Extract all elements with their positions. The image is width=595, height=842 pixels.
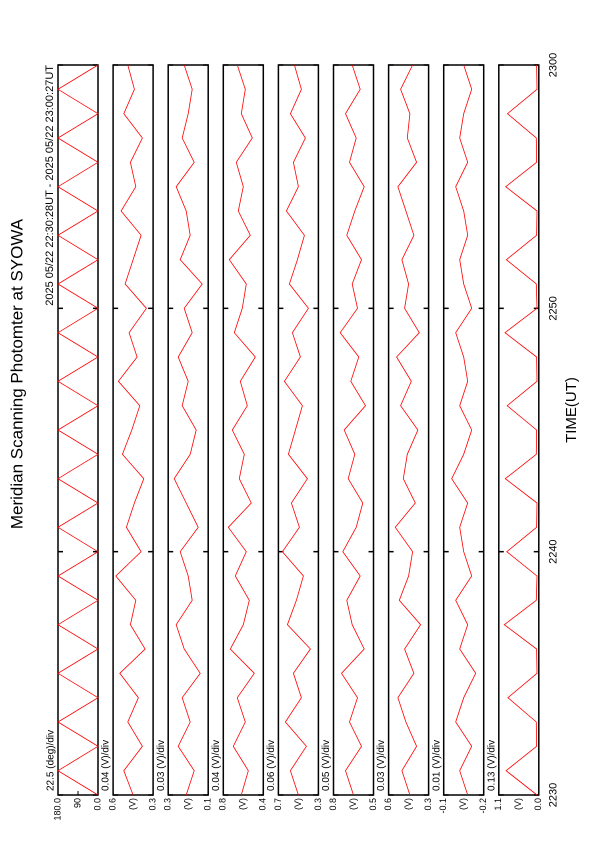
y-tick-label: 0.7 xyxy=(273,798,283,811)
panel-frame xyxy=(442,64,485,796)
panel-frame xyxy=(277,64,320,796)
y-tick-label: 0.8 xyxy=(218,798,228,811)
scale-label: 0.05 (V)/div xyxy=(321,740,332,791)
scale-label: 0.04 (V)/div xyxy=(101,740,112,791)
y-tick-label: -0.1 xyxy=(438,798,448,814)
y-tick-label: 0.3 xyxy=(313,798,323,811)
panel-frame xyxy=(222,64,265,796)
y-tick-label: 0.4 xyxy=(258,798,268,811)
y-axis-label: (V) xyxy=(293,798,303,810)
scale-label: 22.5 (deg)/div xyxy=(46,730,57,791)
signal-line xyxy=(451,64,477,796)
x-tick-label: 2300 xyxy=(548,53,560,77)
y-tick-label: 0.0 xyxy=(533,798,543,811)
y-axis-label: (V) xyxy=(403,798,413,810)
y-tick-label: 0.3 xyxy=(147,798,157,811)
y-tick-label: 0.8 xyxy=(328,798,338,811)
y-axis-label: (V) xyxy=(348,798,358,810)
x-axis-label: TIME(UT) xyxy=(563,377,580,443)
signal-line xyxy=(503,64,538,796)
x-tick-label: 2230 xyxy=(548,783,560,807)
panel-frame xyxy=(332,64,375,796)
y-tick-label: 0.3 xyxy=(423,798,433,811)
y-tick-label: 0.3 xyxy=(163,798,173,811)
x-tick-label: 2250 xyxy=(548,296,560,320)
y-tick-label: -0.2 xyxy=(478,798,488,814)
scale-label: 0.01 (V)/div xyxy=(431,740,442,791)
time-range: 2025 05/22 22:30:28UT - 2025 05/22 23:00… xyxy=(44,65,56,306)
y-tick-label: 0.1 xyxy=(203,798,213,811)
panel-frame xyxy=(387,64,430,796)
signal-line xyxy=(57,64,99,796)
y-tick-label: 0.6 xyxy=(383,798,393,811)
signal-line xyxy=(227,64,256,796)
panel-frame xyxy=(167,64,209,796)
y-axis-label: (V) xyxy=(127,798,137,810)
y-tick-label: 0.5 xyxy=(368,798,378,811)
signal-line xyxy=(115,64,147,796)
signal-line xyxy=(281,64,311,796)
scale-label: 0.06 (V)/div xyxy=(266,740,277,791)
y-axis-label: (V) xyxy=(458,798,468,810)
signal-line xyxy=(394,64,422,796)
y-axis-label: (V) xyxy=(183,798,193,810)
scale-label: 0.03 (V)/div xyxy=(376,740,387,791)
y-axis-label: (V) xyxy=(513,798,523,810)
y-tick-label: 180.0 xyxy=(52,798,62,821)
panel-frame xyxy=(498,64,540,796)
y-axis-label: (V) xyxy=(238,798,248,810)
y-tick-label: 90 xyxy=(72,798,82,808)
y-tick-label: 1.1 xyxy=(493,798,503,811)
signal-line xyxy=(173,64,203,796)
y-tick-label: 0.0 xyxy=(92,798,102,811)
scale-label: 0.13 (V)/div xyxy=(486,740,497,791)
y-tick-label: 0.6 xyxy=(107,798,117,811)
scale-label: 0.04 (V)/div xyxy=(211,740,222,791)
signal-line xyxy=(339,64,366,796)
x-tick-label: 2240 xyxy=(548,539,560,563)
chart-title: Meridian Scanning Photomter at SYOWA xyxy=(7,218,26,529)
scale-label: 0.03 (V)/div xyxy=(156,740,167,791)
chart-frame: Meridian Scanning Photomter at SYOWA 202… xyxy=(7,53,579,821)
